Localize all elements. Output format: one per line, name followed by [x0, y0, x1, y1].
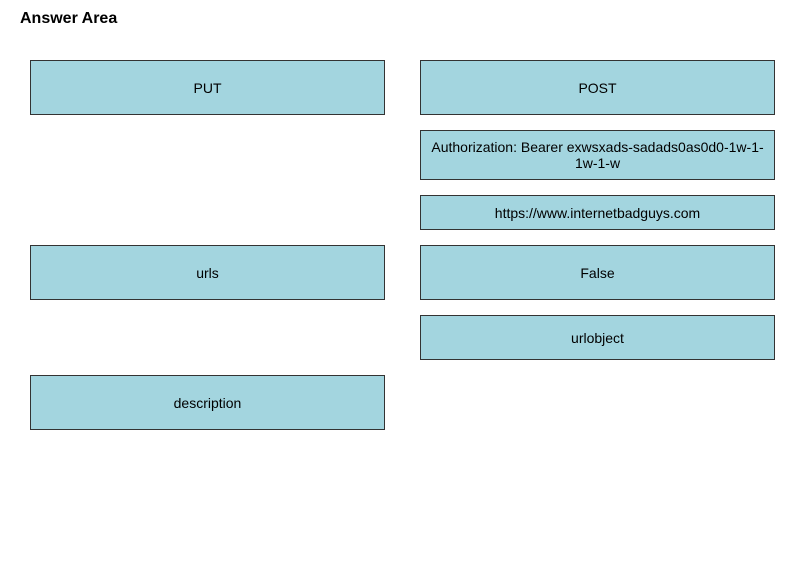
page-title: Answer Area	[20, 10, 117, 28]
box-put[interactable]: PUT	[30, 60, 385, 115]
box-description[interactable]: description	[30, 375, 385, 430]
box-url[interactable]: https://www.internetbadguys.com	[420, 195, 775, 230]
box-false[interactable]: False	[420, 245, 775, 300]
box-urls[interactable]: urls	[30, 245, 385, 300]
box-post[interactable]: POST	[420, 60, 775, 115]
box-authorization[interactable]: Authorization: Bearer exwsxads-sadads0as…	[420, 130, 775, 180]
box-urlobject[interactable]: urlobject	[420, 315, 775, 360]
